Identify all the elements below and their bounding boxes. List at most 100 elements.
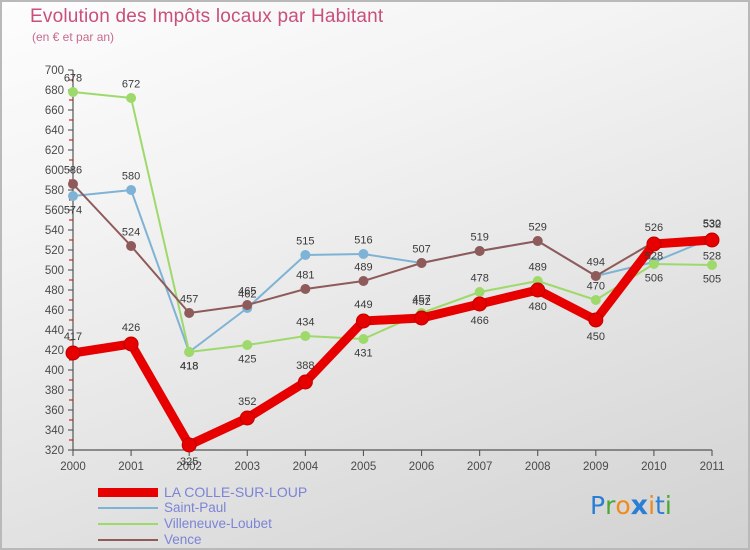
data-point bbox=[532, 236, 543, 246]
y-tick-label: 600 bbox=[45, 165, 64, 177]
data-point bbox=[414, 310, 430, 326]
y-tick-label: 460 bbox=[45, 305, 64, 317]
legend-item-label: Vence bbox=[164, 532, 202, 547]
series-line bbox=[72, 91, 713, 353]
x-tick-label: 2003 bbox=[234, 461, 260, 473]
data-point bbox=[707, 260, 717, 270]
data-point-label: 457 bbox=[180, 294, 198, 306]
logo-letter: i bbox=[648, 491, 656, 520]
y-tick-label: 380 bbox=[45, 385, 64, 397]
logo-letter: r bbox=[605, 491, 616, 520]
page-subtitle: (en € et par an) bbox=[32, 30, 115, 44]
data-point-label: 494 bbox=[587, 257, 605, 269]
y-tick-label: 560 bbox=[45, 205, 64, 217]
legend-item[interactable]: Saint-Paul bbox=[98, 500, 428, 516]
data-point-label: 532 bbox=[703, 219, 721, 231]
series-villeneuve-loubet bbox=[68, 87, 717, 357]
data-point bbox=[68, 179, 78, 189]
data-point-label: 529 bbox=[529, 222, 547, 234]
data-point-label: 489 bbox=[529, 262, 547, 274]
data-point bbox=[184, 347, 195, 357]
logo-letter: P bbox=[590, 491, 606, 520]
data-point-label: 425 bbox=[238, 354, 256, 366]
legend-item-label: LA COLLE-SUR-LOUP bbox=[164, 484, 308, 500]
y-tick-label: 400 bbox=[45, 365, 64, 377]
legend-item-label: Saint-Paul bbox=[164, 500, 227, 515]
data-point-label: 352 bbox=[238, 396, 256, 408]
data-point-label: 426 bbox=[122, 322, 140, 334]
x-tick-label: 2009 bbox=[583, 461, 609, 473]
data-point bbox=[474, 246, 485, 256]
legend-color-swatch bbox=[98, 523, 158, 525]
proxiti-logo[interactable]: Proxiti bbox=[590, 490, 672, 521]
data-point-label: 526 bbox=[645, 222, 663, 234]
logo-letter: x bbox=[630, 490, 649, 521]
y-tick-label: 420 bbox=[45, 345, 64, 357]
y-tick-label: 340 bbox=[45, 425, 64, 437]
data-point bbox=[590, 271, 601, 281]
data-point-label: 528 bbox=[645, 251, 663, 263]
data-point-label: 465 bbox=[238, 286, 256, 298]
legend-color-swatch bbox=[98, 507, 158, 509]
data-point-label: 434 bbox=[296, 317, 314, 329]
legend-item[interactable]: LA COLLE-SUR-LOUP bbox=[98, 484, 428, 500]
y-tick-label: 480 bbox=[45, 285, 64, 297]
data-point bbox=[68, 191, 78, 201]
logo-letter: i bbox=[664, 491, 672, 520]
data-point bbox=[126, 185, 137, 195]
y-tick-label: 640 bbox=[45, 125, 64, 137]
data-point-label: 505 bbox=[703, 274, 721, 286]
data-point-label: 470 bbox=[587, 281, 605, 293]
data-point-label: 524 bbox=[122, 227, 140, 239]
y-tick-label: 580 bbox=[45, 185, 64, 197]
y-tick-label: 680 bbox=[45, 85, 64, 97]
data-point bbox=[474, 287, 485, 297]
data-point-label: 325 bbox=[180, 456, 198, 468]
data-point bbox=[297, 374, 313, 390]
y-tick-label: 620 bbox=[45, 145, 64, 157]
y-tick-label: 500 bbox=[45, 265, 64, 277]
legend-item[interactable]: Vence bbox=[98, 532, 428, 548]
data-point-label: 480 bbox=[529, 301, 547, 313]
x-tick-label: 2005 bbox=[351, 461, 377, 473]
data-point-label: 516 bbox=[354, 235, 372, 247]
data-point bbox=[358, 276, 369, 286]
x-tick-label: 2008 bbox=[525, 461, 551, 473]
data-point-label: 580 bbox=[122, 171, 140, 183]
data-point-label: 481 bbox=[296, 270, 314, 282]
y-tick-label: 700 bbox=[45, 65, 64, 77]
y-tick-label: 660 bbox=[45, 105, 64, 117]
data-point bbox=[126, 93, 137, 103]
data-point-label: 586 bbox=[64, 165, 82, 177]
legend-item[interactable]: Villeneuve-Loubet bbox=[98, 516, 428, 532]
series-line bbox=[68, 235, 717, 450]
legend-item-label: Villeneuve-Loubet bbox=[164, 516, 272, 531]
x-tick-label: 2004 bbox=[293, 461, 319, 473]
y-tick-label: 520 bbox=[45, 245, 64, 257]
y-tick-label: 540 bbox=[45, 225, 64, 237]
x-tick-label: 2000 bbox=[60, 461, 86, 473]
data-point bbox=[239, 410, 255, 426]
data-point-label: 452 bbox=[412, 296, 430, 308]
data-point-label: 450 bbox=[587, 331, 605, 343]
data-point bbox=[588, 312, 604, 328]
data-point-label: 519 bbox=[470, 232, 488, 244]
data-point-label: 417 bbox=[64, 331, 82, 343]
x-tick-label: 2001 bbox=[118, 461, 144, 473]
data-point bbox=[472, 296, 488, 312]
data-point-label: 530 bbox=[703, 218, 721, 230]
data-point bbox=[123, 336, 139, 352]
data-point-label: 672 bbox=[122, 79, 140, 91]
data-point bbox=[242, 300, 253, 310]
x-tick-label: 2011 bbox=[700, 461, 725, 473]
data-point bbox=[358, 334, 369, 344]
data-point bbox=[300, 250, 311, 260]
data-point bbox=[300, 331, 311, 341]
series-line bbox=[72, 189, 713, 353]
data-point-label: 678 bbox=[64, 73, 82, 85]
data-point bbox=[68, 87, 78, 97]
chart-legend: LA COLLE-SUR-LOUP Saint-Paul Villeneuve-Lo… bbox=[98, 484, 428, 548]
data-point bbox=[646, 236, 662, 252]
